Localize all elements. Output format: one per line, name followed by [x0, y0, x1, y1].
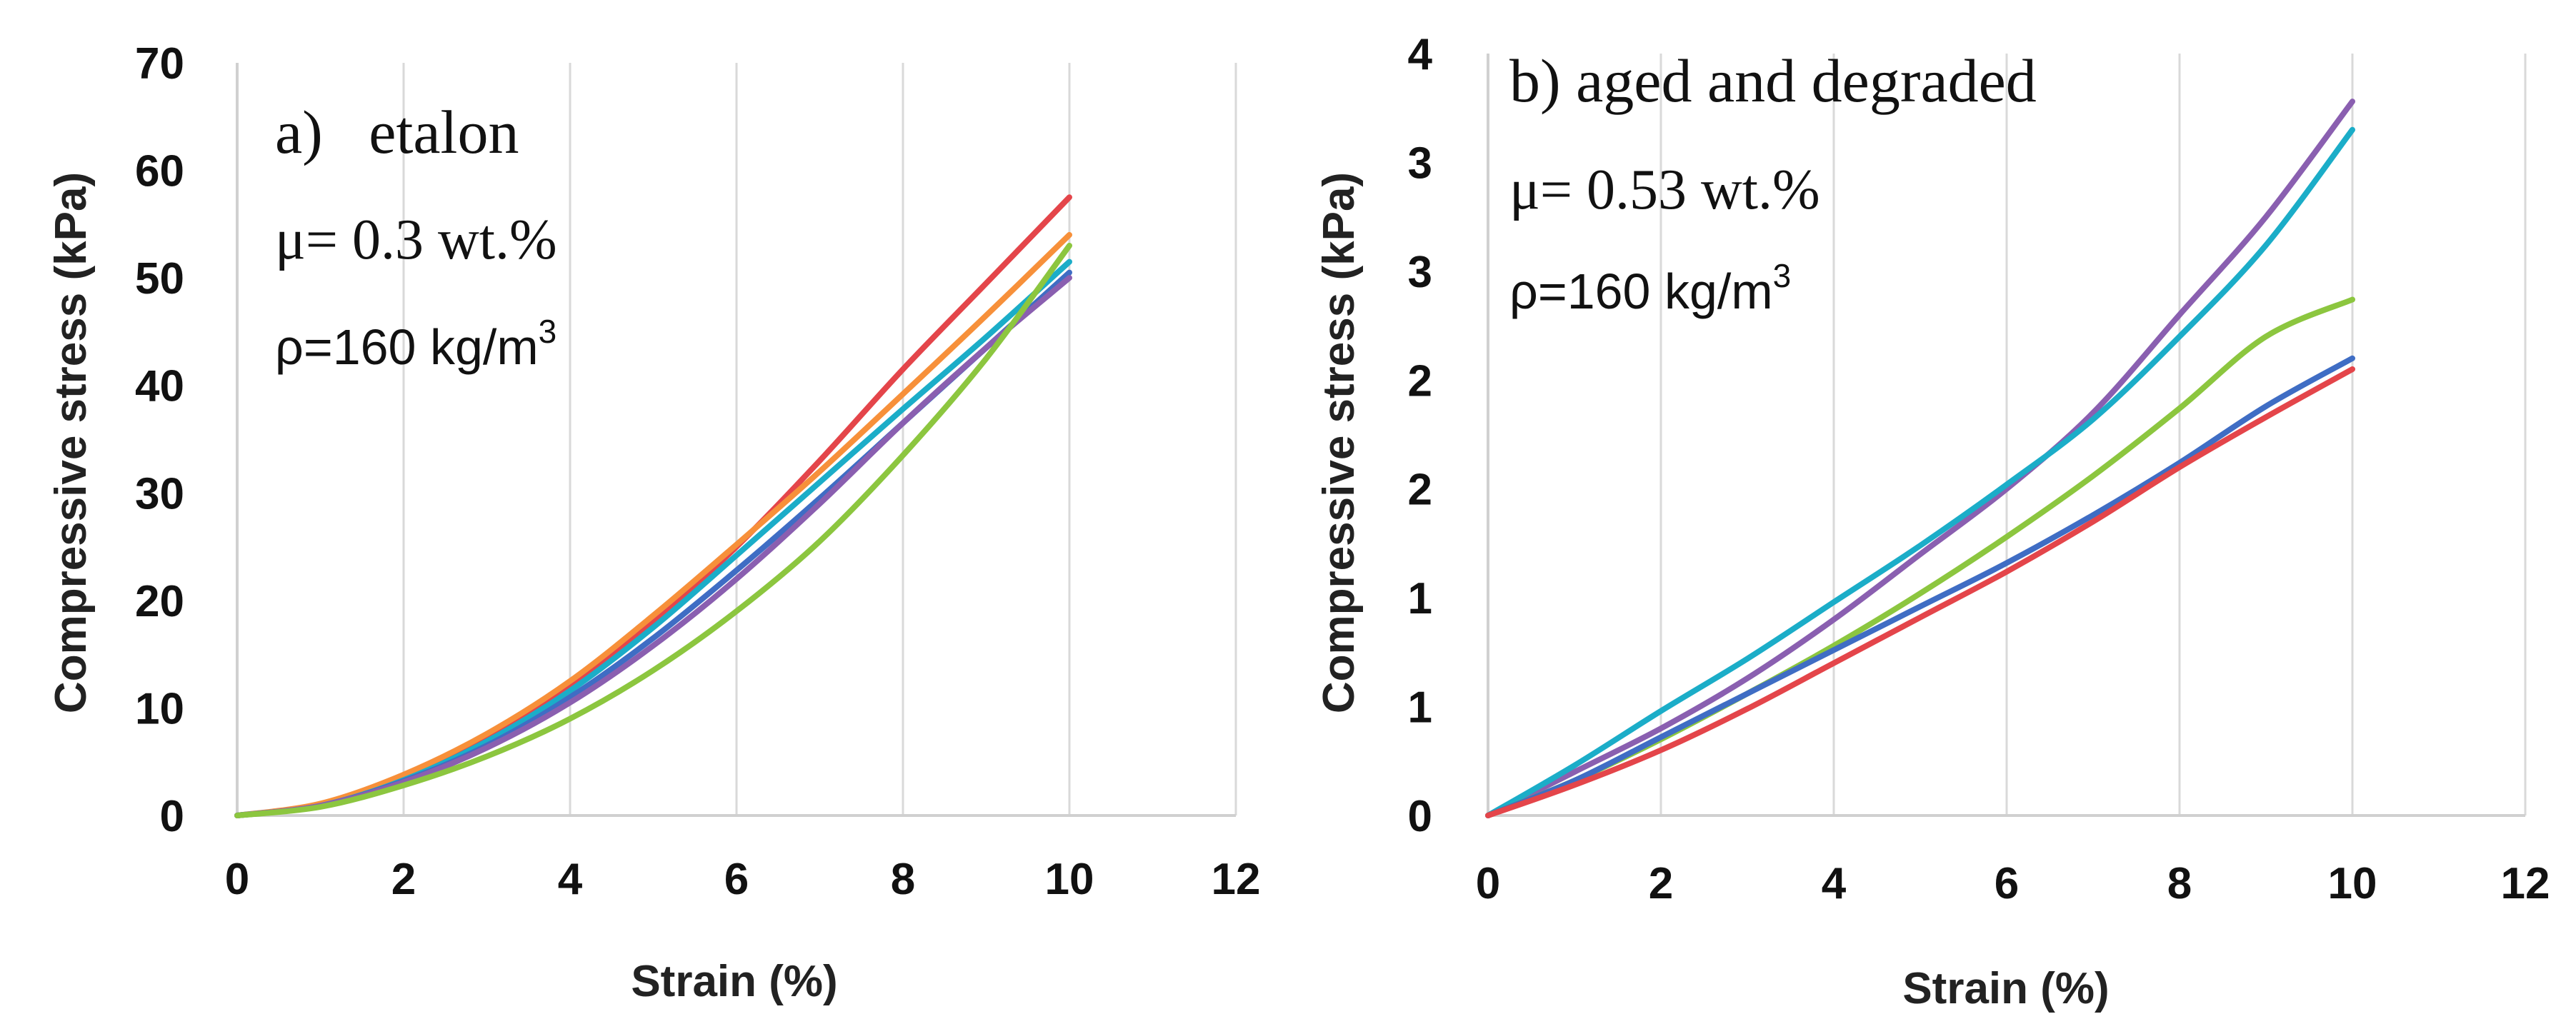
panel-b-series-teal	[1485, 126, 2355, 818]
panel-a-x-tick-label: 10	[1045, 855, 1094, 904]
panel-b-y-tick-label: 1	[1408, 683, 1432, 733]
panel-b-y-tick-label: 2	[1408, 356, 1432, 406]
panel-b-x-tick-label: 8	[2167, 859, 2192, 908]
panel-a-y-tick-label: 40	[135, 362, 184, 411]
panel-a-rho-annotation: ρ=160 kg/m3	[275, 313, 556, 375]
panel-a-chart: 0 2 4 6 8 10 12 0 10 20 30 40 50 60 70 Strain (%) Comp…	[46, 39, 1260, 1006]
panel-a-tick-labels: 0 2 4 6 8 10 12 0 10 20 30 40 50 60 70	[135, 39, 1260, 904]
panel-b-gridlines	[1659, 54, 2527, 815]
panel-a-series	[234, 194, 1072, 818]
panel-b-title: b) aged and degraded	[1509, 46, 2037, 115]
panel-a-x-tick-label: 0	[225, 855, 249, 904]
panel-a-y-axis-label: Compressive stress (kPa)	[46, 172, 96, 713]
panel-a-mu-annotation: μ= 0.3 wt.%	[275, 209, 557, 271]
panel-a-y-tick-label: 60	[135, 147, 184, 196]
panel-b-series	[1485, 99, 2355, 818]
panel-a-y-tick-label: 30	[135, 469, 184, 518]
panel-a-x-axis-label: Strain (%)	[631, 957, 837, 1006]
panel-b-x-tick-label: 10	[2328, 859, 2377, 908]
panel-b-y-tick-label: 4	[1408, 30, 1433, 79]
panel-b-mu-annotation: μ= 0.53 wt.%	[1509, 159, 1820, 221]
panel-b-x-tick-label: 12	[2501, 859, 2550, 908]
panel-a-y-tick-label: 20	[135, 577, 184, 626]
panel-a-title: a) etalon	[275, 98, 519, 166]
panel-b-x-axis-label: Strain (%)	[1902, 964, 2109, 1013]
panel-b-y-tick-label: 3	[1408, 139, 1432, 188]
panel-a-series-green	[234, 243, 1072, 818]
panel-a-series-orange	[234, 231, 1072, 818]
panel-b-series-purple	[1485, 99, 2355, 818]
panel-b-y-tick-label: 1	[1408, 574, 1432, 623]
panel-b-series-blue	[1485, 355, 2355, 818]
panel-a-y-tick-label: 10	[135, 684, 184, 733]
panel-a-rho-superscript: 3	[539, 313, 557, 350]
panel-b-y-tick-label: 3	[1408, 248, 1432, 297]
panel-b-series-red	[1485, 366, 2355, 818]
panel-a-x-tick-label: 2	[391, 855, 416, 904]
panel-b-rho-text: ρ=160 kg/m	[1509, 263, 1773, 319]
panel-b-rho-annotation: ρ=160 kg/m3	[1509, 257, 1791, 319]
panel-b-x-tick-label: 4	[1822, 859, 1847, 908]
panel-b-y-tick-label: 0	[1408, 792, 1432, 841]
panel-a-x-tick-label: 12	[1212, 855, 1261, 904]
panel-a-y-tick-label: 0	[160, 792, 184, 841]
panel-b-rho-superscript: 3	[1773, 257, 1792, 294]
panel-b-x-tick-label: 0	[1476, 859, 1500, 908]
panel-b-y-axis-label: Compressive stress (kPa)	[1314, 172, 1364, 713]
panel-a-gridlines	[402, 63, 1237, 815]
panel-a-axes	[236, 63, 1236, 817]
panel-a-x-tick-label: 4	[558, 855, 583, 904]
panel-b-y-tick-label: 2	[1408, 466, 1432, 515]
panel-a-x-tick-label: 8	[891, 855, 915, 904]
panel-a-rho-text: ρ=160 kg/m	[275, 319, 539, 375]
panel-b-axes	[1487, 54, 2525, 817]
panel-a-y-tick-label: 70	[135, 39, 184, 89]
panel-b-x-tick-label: 6	[1995, 859, 2019, 908]
panel-a-x-tick-label: 6	[724, 855, 749, 904]
panel-b-x-tick-label: 2	[1649, 859, 1673, 908]
panel-a-series-red	[234, 194, 1072, 818]
panel-a-y-tick-label: 50	[135, 254, 184, 303]
